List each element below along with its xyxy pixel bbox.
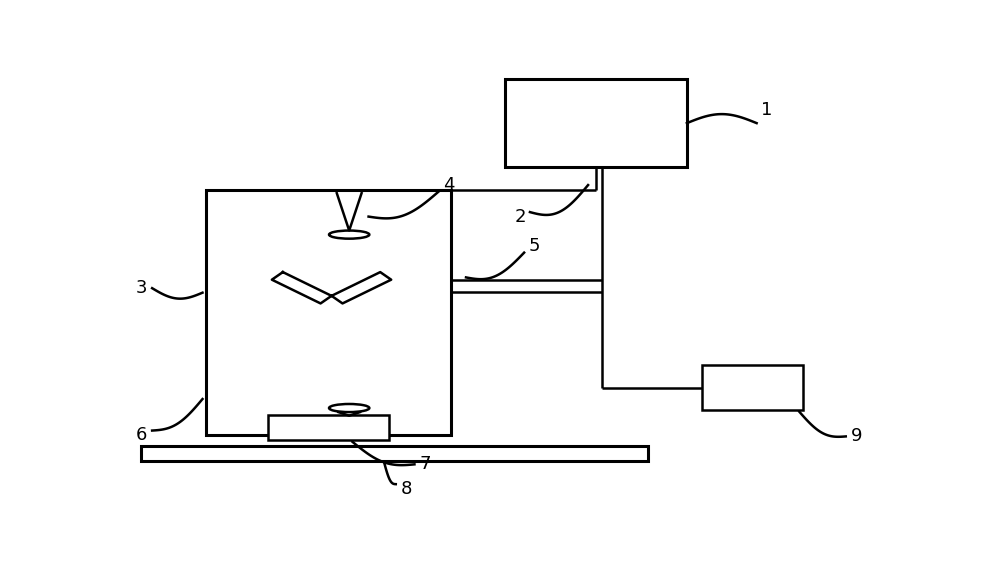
Text: 7: 7 (419, 455, 431, 473)
Bar (206, 190, 450, 435)
Bar (140, 446, 648, 461)
Text: 2: 2 (515, 208, 526, 226)
Text: 4: 4 (443, 176, 454, 194)
Text: 3: 3 (136, 279, 147, 297)
Text: 8: 8 (400, 480, 412, 498)
Text: 5: 5 (529, 237, 540, 255)
Text: 6: 6 (136, 426, 147, 444)
Bar (702, 365, 803, 410)
Bar (505, 79, 687, 167)
Ellipse shape (329, 404, 369, 412)
Text: 9: 9 (850, 428, 862, 445)
Text: 1: 1 (761, 101, 773, 119)
Bar (268, 415, 388, 439)
Ellipse shape (329, 230, 369, 239)
